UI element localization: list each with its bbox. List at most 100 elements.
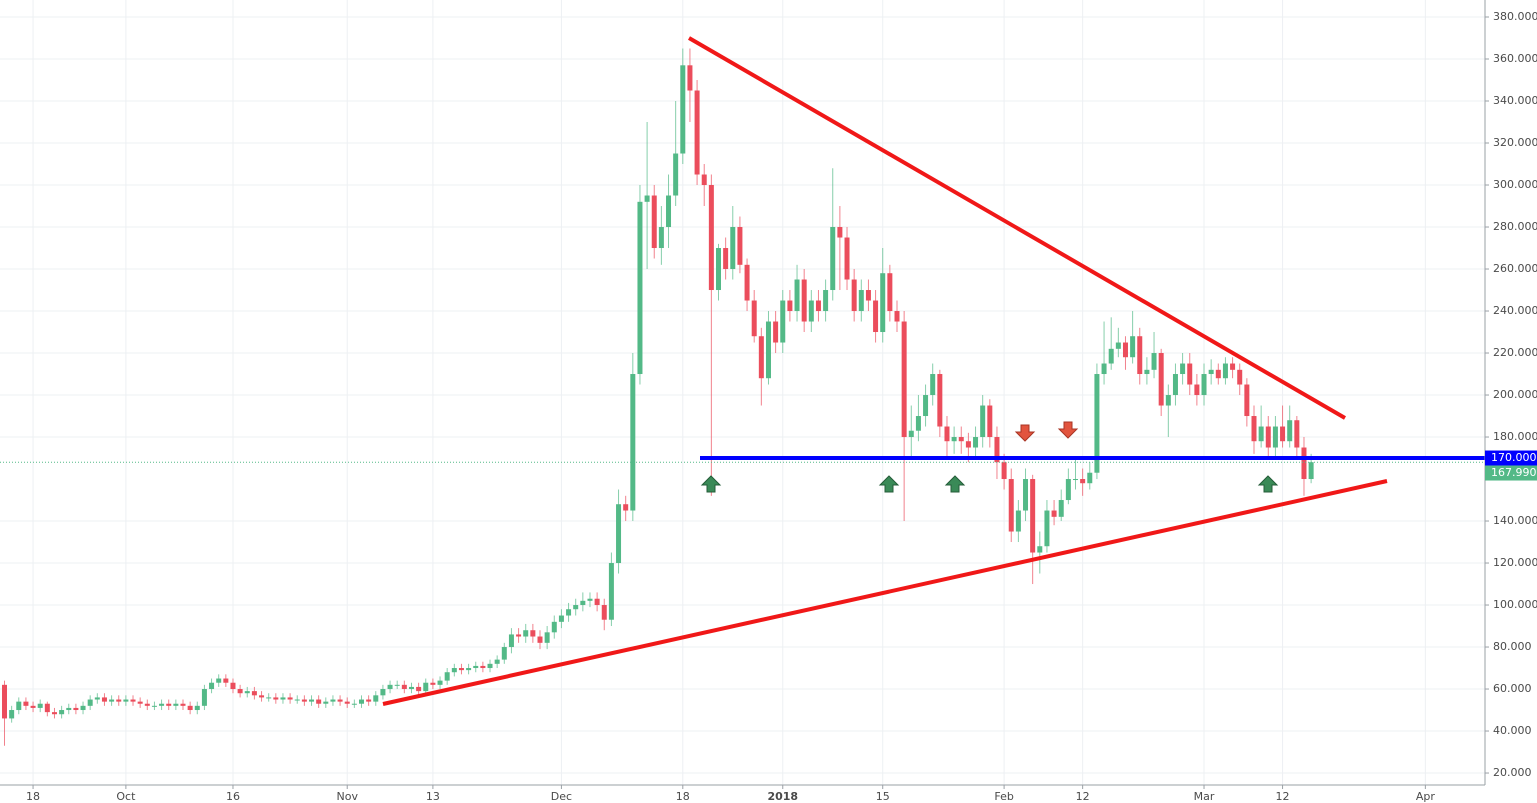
- candle-body: [508, 634, 514, 648]
- drawings: [382, 36, 1388, 706]
- candle-body: [151, 705, 157, 707]
- candle-body: [1180, 363, 1186, 375]
- candle-body: [1130, 336, 1136, 358]
- arrow-up: [700, 475, 722, 493]
- candle-body: [366, 699, 372, 702]
- candle-body: [1023, 479, 1029, 511]
- candle-body: [1044, 510, 1050, 547]
- candle-body: [687, 65, 693, 91]
- candle-body: [1265, 426, 1271, 448]
- candle-body: [651, 195, 657, 249]
- candle-body: [80, 705, 86, 711]
- candle-body: [666, 195, 672, 228]
- candle-body: [730, 227, 736, 270]
- candle-body: [1287, 420, 1293, 442]
- candle-body: [530, 630, 536, 637]
- candle-body: [66, 707, 72, 711]
- candle-body: [794, 279, 800, 312]
- candle-body: [501, 647, 507, 660]
- candle-body: [1215, 369, 1221, 379]
- candle-body: [444, 672, 450, 681]
- candle-body: [51, 712, 57, 715]
- candles: [2, 48, 1314, 746]
- candle-body: [351, 703, 357, 705]
- y-tick-label: 200.000: [1493, 388, 1537, 401]
- candle-body: [1201, 374, 1207, 396]
- candle-body: [815, 300, 821, 312]
- candle-body: [259, 695, 265, 698]
- y-tick-label: 40.000: [1493, 724, 1532, 737]
- y-tick-label: 280.000: [1493, 220, 1537, 233]
- candle-body: [823, 290, 829, 312]
- candle-body: [73, 707, 79, 711]
- candle-body: [273, 697, 279, 700]
- candle-body: [1065, 479, 1071, 501]
- candle-body: [209, 682, 215, 690]
- candle-body: [958, 437, 964, 442]
- candle-body: [101, 697, 107, 702]
- x-tick-label: Nov: [336, 790, 358, 803]
- y-tick-label: 220.000: [1493, 346, 1537, 359]
- x-tick-label: 13: [426, 790, 440, 803]
- candle-body: [344, 701, 350, 704]
- candle-body: [2, 684, 7, 719]
- x-tick-label: Oct: [116, 790, 136, 803]
- candle-body: [44, 703, 50, 713]
- candle-body: [9, 710, 15, 719]
- candle-body: [1015, 510, 1021, 532]
- candle-body: [523, 630, 529, 637]
- x-tick-label: 12: [1276, 790, 1290, 803]
- candle-body: [658, 227, 664, 249]
- candle-body: [130, 699, 136, 702]
- candle-body: [1308, 462, 1314, 480]
- x-tick-label: 12: [1076, 790, 1090, 803]
- candle-body: [623, 504, 629, 511]
- level-label: 167.990: [1491, 466, 1537, 479]
- candle-body: [116, 699, 122, 702]
- y-tick-label: 20.000: [1493, 766, 1532, 779]
- candle-body: [544, 632, 550, 643]
- x-tick-label: 18: [676, 790, 690, 803]
- level-labels: 170.000 167.990: [1485, 450, 1537, 481]
- candle-body: [451, 668, 457, 673]
- candle-body: [680, 65, 686, 154]
- arrow-down: [1014, 424, 1036, 442]
- candle-body: [1230, 363, 1236, 370]
- candle-body: [630, 374, 636, 511]
- time-axis: [0, 785, 1485, 803]
- y-tick-label: 300.000: [1493, 178, 1537, 191]
- candle-body: [1251, 416, 1257, 442]
- x-tick-label: Feb: [994, 790, 1013, 803]
- candle-body: [266, 697, 272, 699]
- x-tick-label: Dec: [551, 790, 572, 803]
- candle-body: [1172, 374, 1178, 396]
- candle-body: [23, 701, 29, 706]
- x-tick-label: 16: [226, 790, 240, 803]
- candle-body: [373, 695, 379, 702]
- y-tick-label: 100.000: [1493, 598, 1537, 611]
- candle-body: [487, 663, 493, 669]
- candle-body: [1280, 426, 1286, 442]
- candle-body: [987, 405, 993, 438]
- candle-body: [1051, 510, 1057, 517]
- candle-body: [494, 659, 500, 664]
- candle-body: [401, 684, 407, 690]
- candle-body: [359, 699, 364, 704]
- candle-body: [316, 699, 322, 704]
- candle-body: [808, 300, 814, 322]
- candle-body: [287, 697, 293, 700]
- arrow-up: [878, 475, 900, 493]
- candle-body: [87, 699, 93, 706]
- candle-body: [480, 665, 486, 669]
- candle-body: [194, 705, 200, 711]
- candle-body: [608, 563, 614, 620]
- candle-body: [566, 609, 572, 616]
- candle-body: [244, 691, 250, 694]
- candle-body: [773, 321, 779, 343]
- y-tick-label: 140.000: [1493, 514, 1537, 527]
- candle-body: [380, 689, 386, 696]
- candle-body: [894, 311, 900, 322]
- candle-body: [337, 699, 343, 702]
- candle-body: [1222, 363, 1228, 379]
